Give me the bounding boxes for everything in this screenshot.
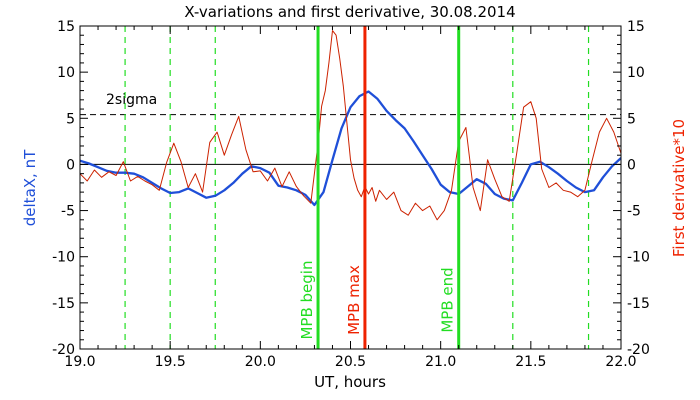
y-left-tick-label: 0 [66,157,75,173]
x-tick-label: 20.5 [335,354,366,370]
y-left-tick-label: -20 [52,342,75,358]
x-tick-label: 19.0 [64,354,95,370]
derivative-series-line [80,30,621,221]
deltax-series-line [80,90,621,207]
marker-label-mpb-end: MPB end [439,267,457,332]
sigma-label: 2sigma [106,92,157,108]
y-left-tick-label: 15 [57,19,75,35]
x-axis-label: UT, hours [314,373,386,391]
y-right-tick-label: -15 [627,296,650,312]
y-right-tick-label: 10 [627,65,645,81]
right-y-axis-label: First derivative*10 [670,119,688,257]
x-tick-label: 19.5 [155,354,186,370]
marker-label-mpb-begin: MPB begin [298,261,316,340]
left-y-axis-label: deltaX, nT [21,149,39,226]
x-tick-label: 22.0 [605,354,636,370]
y-right-tick-label: -10 [627,250,650,266]
y-left-tick-label: -15 [52,296,75,312]
x-tick-label: 20.0 [245,354,276,370]
y-right-tick-label: 0 [627,157,636,173]
x-tick-label: 21.5 [515,354,546,370]
y-left-tick-label: -5 [61,204,75,220]
y-right-tick-label: 5 [627,111,636,127]
y-left-tick-label: 10 [57,65,75,81]
y-left-tick-label: -10 [52,250,75,266]
y-right-tick-label: -5 [627,204,641,220]
y-left-tick-label: 5 [66,111,75,127]
chart-title: X-variations and first derivative, 30.08… [184,3,515,21]
x-tick-label: 21.0 [425,354,456,370]
y-right-tick-label: -20 [627,342,650,358]
marker-label-mpb-max: MPB max [345,265,363,335]
y-right-tick-label: 15 [627,19,645,35]
